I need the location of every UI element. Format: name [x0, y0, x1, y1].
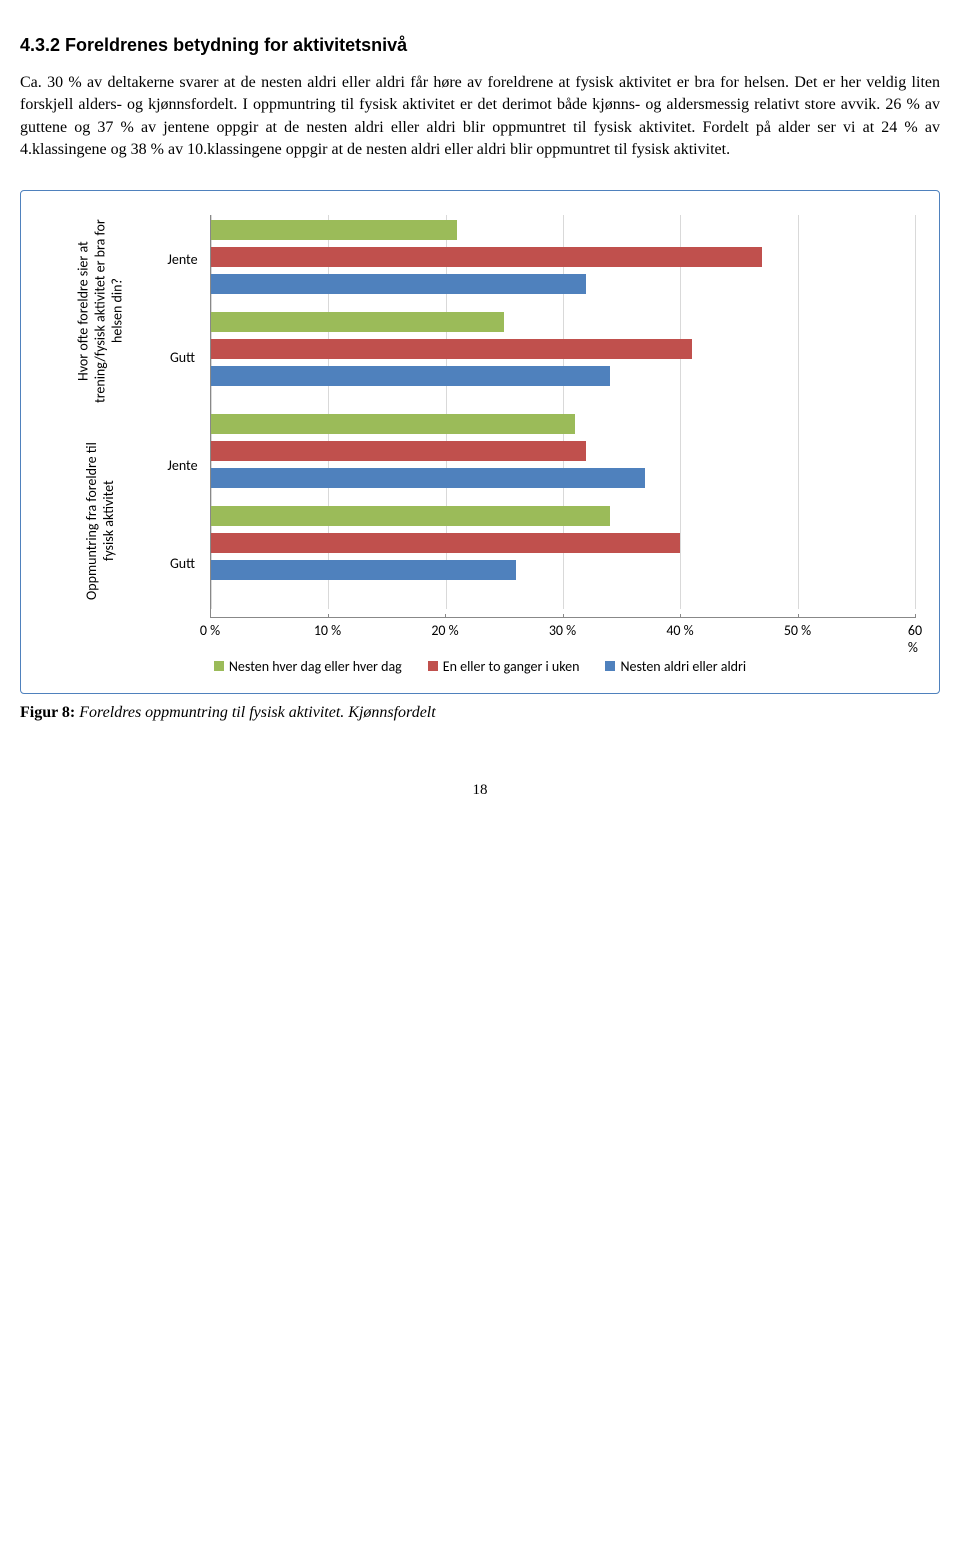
x-tick-label: 20 %: [431, 622, 458, 639]
bars: [211, 218, 915, 582]
page-number: 18: [20, 782, 940, 799]
legend-item: Nesten hver dag eller hver dag: [214, 658, 402, 675]
legend-item: Nesten aldri eller aldri: [605, 658, 746, 675]
bar-row: [211, 218, 915, 242]
legend-label: Nesten aldri eller aldri: [620, 658, 746, 675]
legend-swatch: [428, 661, 438, 671]
bar: [211, 366, 610, 386]
bar: [211, 312, 504, 332]
x-tick-label: 40 %: [666, 622, 693, 639]
bar: [211, 339, 692, 359]
body-paragraph: Ca. 30 % av deltakerne svarer at de nest…: [20, 72, 940, 162]
x-axis: 0 %10 %20 %30 %40 %50 %60 %: [210, 617, 915, 644]
category-label: Jente: [155, 421, 210, 511]
bar-row: [211, 337, 915, 361]
bar: [211, 220, 457, 240]
bar: [211, 247, 762, 267]
bar-row: [211, 504, 915, 528]
legend-label: Nesten hver dag eller hver dag: [229, 658, 402, 675]
legend: Nesten hver dag eller hver dag En eller t…: [45, 658, 915, 675]
bar: [211, 533, 680, 553]
section-heading: 4.3.2 Foreldrenes betydning for aktivite…: [20, 35, 940, 56]
bar-row: [211, 439, 915, 463]
x-tick-label: 30 %: [549, 622, 576, 639]
bar: [211, 274, 586, 294]
bar-row: [211, 272, 915, 296]
bar-row: [211, 558, 915, 582]
caption-label: Figur 8:: [20, 704, 75, 721]
bar: [211, 441, 586, 461]
legend-swatch: [605, 661, 615, 671]
x-tick-label: 50 %: [784, 622, 811, 639]
y-group-label: Hvor ofte foreldre sier at trening/fysis…: [45, 215, 155, 407]
bar-row: [211, 466, 915, 490]
chart-container: Hvor ofte foreldre sier at trening/fysis…: [20, 190, 940, 694]
category-label: Gutt: [155, 519, 210, 609]
legend-item: En eller to ganger i uken: [428, 658, 580, 675]
bar-row: [211, 245, 915, 269]
legend-swatch: [214, 661, 224, 671]
x-tick-label: 10 %: [314, 622, 341, 639]
bar-row: [211, 364, 915, 388]
bar-row: [211, 531, 915, 555]
figure-caption: Figur 8: Foreldres oppmuntring til fysis…: [20, 704, 940, 722]
x-tick-label: 60 %: [908, 622, 922, 656]
bar: [211, 414, 575, 434]
bar: [211, 468, 645, 488]
gridline: [915, 215, 916, 609]
chart-plot: Hvor ofte foreldre sier at trening/fysis…: [45, 215, 915, 617]
bar: [211, 560, 516, 580]
bar-row: [211, 412, 915, 436]
category-label: Gutt: [155, 313, 210, 403]
bar: [211, 506, 610, 526]
y-category-labels: Jente Gutt Jente Gutt: [155, 215, 211, 617]
x-tick-label: 0 %: [200, 622, 220, 639]
y-group-labels: Hvor ofte foreldre sier at trening/fysis…: [45, 215, 155, 617]
plot-area: [211, 215, 915, 617]
caption-text: Foreldres oppmuntring til fysisk aktivit…: [75, 704, 435, 721]
category-label: Jente: [155, 215, 210, 305]
legend-label: En eller to ganger i uken: [443, 658, 580, 675]
bar-row: [211, 310, 915, 334]
y-group-label: Oppmuntring fra foreldre til fysisk akti…: [45, 425, 155, 617]
